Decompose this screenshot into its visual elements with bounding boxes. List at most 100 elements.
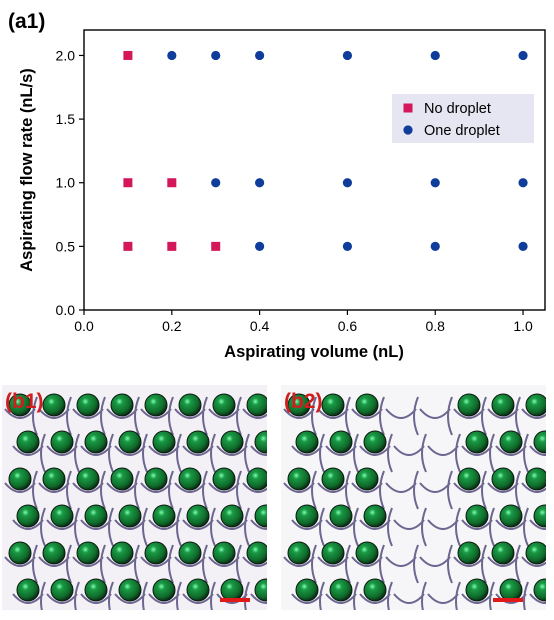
legend-label: No droplet <box>424 101 491 117</box>
trap-wall <box>176 433 182 473</box>
trap-wall <box>521 482 546 493</box>
trap-wall <box>202 396 208 436</box>
trap-wall <box>210 581 216 610</box>
droplet <box>321 541 345 565</box>
x-tick-label: 0.6 <box>338 318 358 334</box>
trap-wall <box>74 581 80 610</box>
droplet <box>8 541 32 565</box>
trap-wall <box>529 445 546 456</box>
micrograph-b2: (b2) <box>281 385 546 610</box>
trap-wall <box>387 581 393 610</box>
trap-wall <box>176 581 182 610</box>
trap-wall <box>515 470 521 510</box>
droplet <box>16 430 40 454</box>
trap-wall <box>74 507 80 547</box>
droplet <box>287 467 311 491</box>
droplet <box>144 393 168 417</box>
no-droplet-point <box>123 178 133 188</box>
trap-wall <box>481 470 487 510</box>
one-droplet-point <box>342 178 353 188</box>
x-axis-ticks: 0.0 0.2 0.4 0.6 0.8 1.0 <box>74 310 533 334</box>
droplet <box>220 504 244 528</box>
scatter-plot: (a1) 0.0 0.2 0.4 0.6 0.8 1.0 0.00.51.01.52.0 … <box>8 10 546 361</box>
droplet <box>118 504 142 528</box>
droplet <box>295 430 319 454</box>
trap-wall <box>489 433 495 473</box>
x-tick-label: 0.0 <box>74 318 94 334</box>
trap-wall <box>202 470 208 510</box>
droplet <box>363 430 387 454</box>
trap-wall <box>319 433 325 473</box>
droplet <box>465 504 489 528</box>
one-droplet-point <box>518 241 528 251</box>
droplet <box>246 541 267 565</box>
droplet <box>42 393 66 417</box>
droplet <box>42 467 66 491</box>
legend-box <box>392 94 534 143</box>
legend-swatch-one-droplet <box>403 125 413 135</box>
trap-wall <box>379 544 385 584</box>
droplet <box>186 430 210 454</box>
droplet <box>355 541 379 565</box>
droplet <box>186 504 210 528</box>
panel-label-a1: (a1) <box>8 10 45 33</box>
droplet <box>84 504 108 528</box>
trap-wall <box>455 433 461 473</box>
one-droplet-point <box>430 178 440 188</box>
droplet <box>152 578 176 602</box>
trap-wall <box>455 507 461 547</box>
trap-wall <box>40 433 46 473</box>
droplet <box>533 430 546 454</box>
droplet <box>110 467 134 491</box>
legend: No droplet One droplet <box>403 101 500 139</box>
trap-wall <box>100 470 106 510</box>
trap-wall <box>108 507 114 547</box>
droplet <box>178 467 202 491</box>
trap-wall <box>481 544 487 584</box>
y-axis-ticks: 0.0 0.5 1.0 1.5 2.0 <box>56 47 84 318</box>
droplet <box>246 393 267 417</box>
droplet <box>457 467 481 491</box>
trap-wall <box>489 581 495 610</box>
droplet <box>363 578 387 602</box>
droplet <box>84 578 108 602</box>
trap-wall <box>345 544 351 584</box>
trap-wall <box>236 396 242 436</box>
y-tick-label: 0.5 <box>56 238 76 254</box>
trap-wall <box>100 396 106 436</box>
one-droplet-point <box>342 241 353 251</box>
one-droplet-point <box>255 241 265 251</box>
droplet <box>212 467 236 491</box>
plot-frame <box>83 29 546 311</box>
trap-wall <box>134 396 140 436</box>
droplet <box>254 430 267 454</box>
droplet <box>499 504 523 528</box>
trap-wall <box>353 507 359 547</box>
droplet <box>491 467 515 491</box>
trap-wall <box>66 470 72 510</box>
droplet <box>254 504 267 528</box>
trap-wall <box>168 470 174 510</box>
droplet <box>118 578 142 602</box>
droplet <box>321 467 345 491</box>
trap-wall <box>319 581 325 610</box>
trap-wall <box>210 433 216 473</box>
one-droplet-point <box>255 178 265 188</box>
trap-wall <box>379 470 385 510</box>
droplet <box>355 393 379 417</box>
trap-wall <box>529 593 546 604</box>
trap-wall <box>242 482 267 493</box>
droplet <box>118 430 142 454</box>
droplet <box>355 467 379 491</box>
trap-wall <box>202 544 208 584</box>
legend-swatch-no-droplet <box>403 103 413 113</box>
one-droplet-point <box>430 241 440 251</box>
scale-bar-b2 <box>493 598 523 602</box>
trap-wall <box>447 470 453 510</box>
one-droplet-point <box>518 178 528 188</box>
droplet <box>457 541 481 565</box>
no-droplet-point <box>167 178 177 188</box>
trap-wall <box>242 408 267 419</box>
droplet <box>110 393 134 417</box>
droplet <box>525 393 546 417</box>
